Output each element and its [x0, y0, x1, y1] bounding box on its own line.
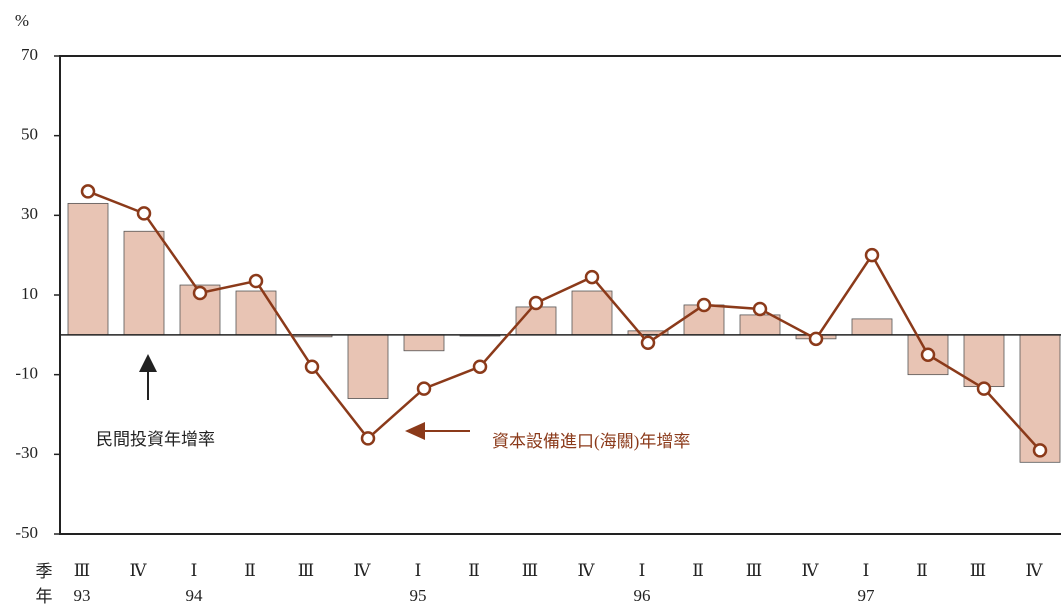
year-label: 97 [858, 586, 876, 605]
arrow-head [139, 354, 157, 372]
point [192, 285, 208, 301]
point [696, 297, 712, 313]
point [976, 381, 992, 396]
year-label: 96 [634, 586, 651, 605]
y-tick-label: -10 [15, 364, 38, 383]
year-label: 93 [74, 586, 91, 605]
arrow-head [405, 422, 425, 440]
point [80, 184, 96, 199]
x-tick-label: Ⅲ [746, 561, 762, 580]
point [248, 273, 264, 289]
point [808, 331, 824, 347]
point [528, 295, 544, 311]
x-tick-label: Ⅳ [354, 561, 372, 580]
year-label: 94 [186, 586, 204, 605]
y-axis-label: % [15, 11, 29, 30]
x-tick-label: Ⅰ [639, 561, 646, 580]
y-tick-label: -30 [15, 443, 38, 462]
bar [739, 314, 781, 336]
x-tick-label: Ⅳ [578, 561, 596, 580]
point [864, 247, 880, 263]
y-tick-label: -50 [15, 523, 38, 542]
y-tick-label: 70 [21, 45, 38, 64]
point [136, 206, 152, 221]
bar [851, 318, 893, 336]
y-tick-label: 50 [21, 125, 38, 144]
x-tick-label: Ⅳ [1026, 561, 1044, 580]
point [584, 269, 600, 285]
x-tick-label: Ⅱ [692, 561, 704, 580]
x-tick-label: Ⅲ [74, 561, 90, 580]
x-tick-label: Ⅲ [522, 561, 538, 580]
x-tick-label: Ⅱ [916, 561, 928, 580]
row-label: 季 [36, 562, 53, 581]
point [1032, 443, 1048, 458]
bar [67, 202, 109, 336]
point [640, 335, 656, 351]
point [360, 431, 376, 446]
x-tick-label: Ⅲ [970, 561, 986, 580]
point [920, 347, 936, 362]
x-tick-label: Ⅳ [130, 561, 148, 580]
point [304, 359, 320, 374]
y-tick-label: 10 [21, 284, 38, 303]
point [752, 301, 768, 317]
row-label: 年 [36, 587, 53, 606]
annotation: 資本設備進口(海關)年增率 [492, 432, 690, 451]
x-tick-label: Ⅰ [863, 561, 870, 580]
bar [347, 334, 389, 399]
x-tick-label: Ⅱ [244, 561, 256, 580]
x-tick-label: Ⅳ [802, 561, 820, 580]
x-tick-label: Ⅰ [415, 561, 422, 580]
annotation: 民間投資年增率 [96, 430, 215, 449]
point [416, 381, 432, 396]
x-tick-label: Ⅲ [298, 561, 314, 580]
x-tick-label: Ⅱ [468, 561, 480, 580]
bar [403, 334, 445, 352]
bar [571, 290, 613, 336]
x-tick-label: Ⅰ [191, 561, 198, 580]
point [472, 359, 488, 374]
bar [235, 290, 277, 336]
line [87, 190, 1041, 452]
bar [123, 230, 165, 336]
year-label: 95 [410, 586, 427, 605]
y-tick-label: 30 [21, 204, 38, 223]
bar [515, 306, 557, 336]
